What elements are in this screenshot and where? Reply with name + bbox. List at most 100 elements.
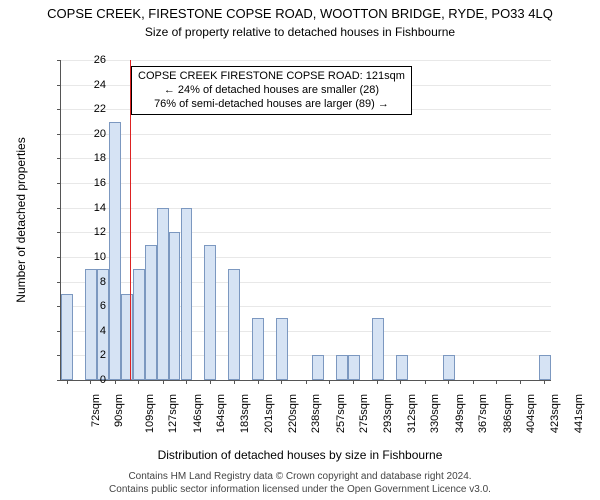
x-tick-label: 72sqm bbox=[90, 394, 102, 427]
x-tick-mark bbox=[210, 380, 211, 384]
histogram-bar bbox=[133, 269, 145, 380]
x-tick-label: 164sqm bbox=[215, 394, 227, 433]
x-axis-label: Distribution of detached houses by size … bbox=[0, 448, 600, 462]
x-tick-mark bbox=[400, 380, 401, 384]
histogram-bar bbox=[228, 269, 240, 380]
x-tick-label: 183sqm bbox=[240, 394, 252, 433]
y-tick-label: 12 bbox=[66, 226, 106, 238]
histogram-bar bbox=[169, 232, 181, 380]
x-tick-mark bbox=[258, 380, 259, 384]
histogram-bar bbox=[312, 355, 324, 380]
x-tick-mark bbox=[138, 380, 139, 384]
gridline bbox=[61, 134, 551, 135]
x-tick-label: 441sqm bbox=[573, 394, 585, 433]
y-tick-label: 2 bbox=[66, 349, 106, 361]
y-tick-label: 18 bbox=[66, 152, 106, 164]
histogram-bar bbox=[336, 355, 348, 380]
y-tick-mark bbox=[57, 109, 61, 110]
x-tick-label: 90sqm bbox=[113, 394, 125, 427]
x-tick-label: 386sqm bbox=[502, 394, 514, 433]
x-tick-label: 367sqm bbox=[477, 394, 489, 433]
x-tick-mark bbox=[281, 380, 282, 384]
y-tick-label: 20 bbox=[66, 128, 106, 140]
histogram-bar bbox=[157, 208, 169, 380]
x-tick-mark bbox=[329, 380, 330, 384]
x-tick-mark bbox=[353, 380, 354, 384]
gridline bbox=[61, 257, 551, 258]
x-tick-mark bbox=[163, 380, 164, 384]
x-tick-label: 330sqm bbox=[429, 394, 441, 433]
footer-line-2: Contains public sector information licen… bbox=[0, 484, 600, 497]
plot-area: COPSE CREEK FIRESTONE COPSE ROAD: 121sqm… bbox=[60, 60, 551, 381]
histogram-bar bbox=[443, 355, 455, 380]
y-tick-label: 8 bbox=[66, 276, 106, 288]
histogram-bar bbox=[145, 245, 157, 380]
y-tick-mark bbox=[57, 60, 61, 61]
gridline bbox=[61, 158, 551, 159]
x-tick-mark bbox=[115, 380, 116, 384]
y-tick-label: 0 bbox=[66, 374, 106, 386]
y-tick-label: 24 bbox=[66, 79, 106, 91]
x-tick-mark bbox=[306, 380, 307, 384]
gridline bbox=[61, 183, 551, 184]
annotation-line-1: COPSE CREEK FIRESTONE COPSE ROAD: 121sqm bbox=[138, 70, 405, 84]
gridline bbox=[61, 232, 551, 233]
y-tick-label: 6 bbox=[66, 300, 106, 312]
annotation-box: COPSE CREEK FIRESTONE COPSE ROAD: 121sqm… bbox=[131, 66, 412, 115]
x-tick-label: 238sqm bbox=[311, 394, 323, 433]
y-tick-mark bbox=[57, 232, 61, 233]
x-tick-label: 146sqm bbox=[192, 394, 204, 433]
x-tick-mark bbox=[496, 380, 497, 384]
y-tick-label: 16 bbox=[66, 177, 106, 189]
histogram-bar bbox=[181, 208, 193, 380]
histogram-bar bbox=[109, 122, 121, 380]
gridline bbox=[61, 208, 551, 209]
y-tick-label: 10 bbox=[66, 251, 106, 263]
x-tick-label: 312sqm bbox=[406, 394, 418, 433]
y-tick-mark bbox=[57, 208, 61, 209]
histogram-bar bbox=[396, 355, 408, 380]
histogram-bar bbox=[204, 245, 216, 380]
x-tick-mark bbox=[186, 380, 187, 384]
x-tick-mark bbox=[473, 380, 474, 384]
x-tick-mark bbox=[448, 380, 449, 384]
x-tick-label: 293sqm bbox=[382, 394, 394, 433]
y-tick-mark bbox=[57, 183, 61, 184]
gridline bbox=[61, 60, 551, 61]
y-tick-label: 26 bbox=[66, 54, 106, 66]
x-tick-label: 257sqm bbox=[335, 394, 347, 433]
y-tick-label: 4 bbox=[66, 325, 106, 337]
y-tick-mark bbox=[57, 257, 61, 258]
x-tick-mark bbox=[377, 380, 378, 384]
annotation-line-3: 76% of semi-detached houses are larger (… bbox=[138, 98, 405, 112]
y-axis-label: Number of detached properties bbox=[14, 137, 28, 302]
x-tick-label: 404sqm bbox=[525, 394, 537, 433]
chart-title: COPSE CREEK, FIRESTONE COPSE ROAD, WOOTT… bbox=[0, 0, 600, 23]
x-tick-label: 109sqm bbox=[144, 394, 156, 433]
y-tick-mark bbox=[57, 380, 61, 381]
histogram-bar bbox=[252, 318, 264, 380]
chart-container: COPSE CREEK, FIRESTONE COPSE ROAD, WOOTT… bbox=[0, 0, 600, 500]
y-tick-mark bbox=[57, 282, 61, 283]
x-tick-label: 201sqm bbox=[263, 394, 275, 433]
annotation-line-2: ← 24% of detached houses are smaller (28… bbox=[138, 84, 405, 98]
x-tick-mark bbox=[520, 380, 521, 384]
x-tick-mark bbox=[544, 380, 545, 384]
histogram-bar bbox=[276, 318, 288, 380]
y-tick-mark bbox=[57, 85, 61, 86]
histogram-bar bbox=[372, 318, 384, 380]
footer-line-1: Contains HM Land Registry data © Crown c… bbox=[0, 471, 600, 484]
x-tick-label: 220sqm bbox=[287, 394, 299, 433]
chart-subtitle: Size of property relative to detached ho… bbox=[0, 23, 600, 39]
x-tick-label: 275sqm bbox=[358, 394, 370, 433]
y-tick-label: 22 bbox=[66, 103, 106, 115]
histogram-bar bbox=[539, 355, 551, 380]
x-tick-mark bbox=[234, 380, 235, 384]
x-tick-label: 349sqm bbox=[454, 394, 466, 433]
y-tick-mark bbox=[57, 158, 61, 159]
x-tick-label: 127sqm bbox=[167, 394, 179, 433]
histogram-bar bbox=[348, 355, 360, 380]
x-tick-mark bbox=[425, 380, 426, 384]
x-tick-label: 423sqm bbox=[550, 394, 562, 433]
y-tick-label: 14 bbox=[66, 202, 106, 214]
